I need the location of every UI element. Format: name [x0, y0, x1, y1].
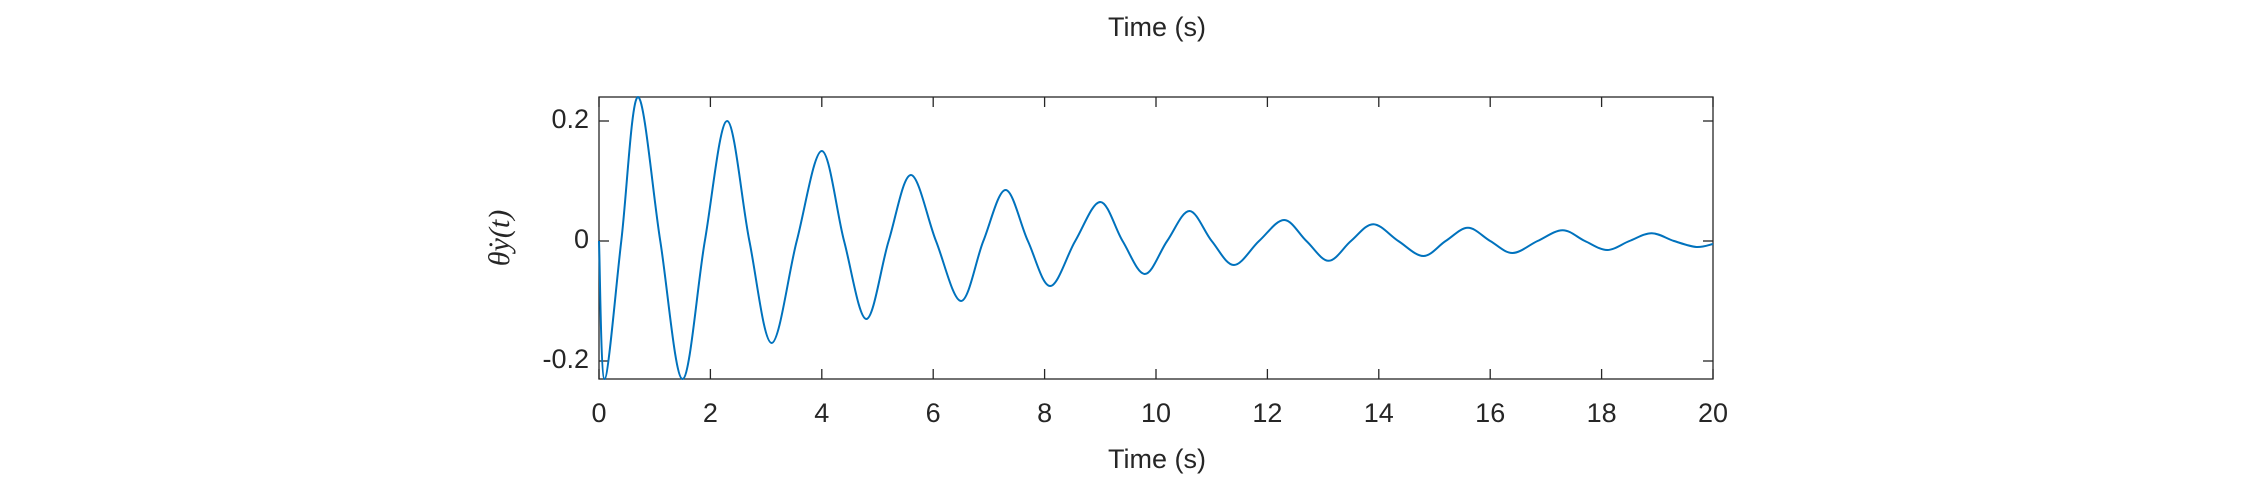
y-tick-label: 0 — [574, 224, 589, 254]
x-tick-label: 20 — [1698, 398, 1728, 428]
y-tick-label: 0.2 — [551, 104, 589, 134]
x-tick-label: 18 — [1587, 398, 1617, 428]
x-tick-label: 0 — [591, 398, 606, 428]
plot-area — [598, 96, 1714, 380]
y-axis-label: θ̇y(t) — [483, 210, 516, 266]
x-axis-label: Time (s) — [1108, 444, 1206, 474]
x-tick-label: 2 — [703, 398, 718, 428]
x-tick-label: 6 — [926, 398, 941, 428]
x-tick-label: 8 — [1037, 398, 1052, 428]
x-tick-label: 4 — [814, 398, 829, 428]
x-tick-label: 16 — [1475, 398, 1505, 428]
x-tick-label: 12 — [1252, 398, 1282, 428]
y-tick-label: -0.2 — [542, 344, 589, 374]
series-line — [598, 95, 1714, 381]
clipped-axis-label: Time (s) — [1108, 12, 1206, 42]
x-tick-label: 14 — [1364, 398, 1394, 428]
x-tick-label: 10 — [1141, 398, 1171, 428]
